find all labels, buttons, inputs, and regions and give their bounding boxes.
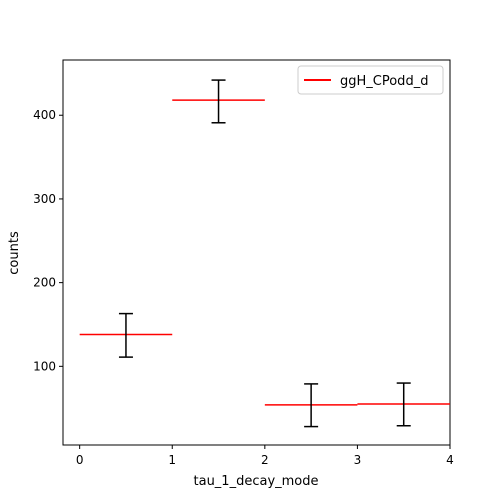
legend-entry-label: ggH_CPodd_d [340,74,428,89]
axes: 0 1 2 3 4 100 200 300 400 [33,108,454,467]
y-axis-label: counts [7,231,22,275]
x-tick-label-0: 0 [76,453,84,467]
legend-box [297,65,444,95]
legend: ggH_CPodd_d [297,65,444,95]
x-tick-label-3: 3 [354,453,362,467]
bin-3 [264,383,358,428]
y-tick-label-100: 100 [33,359,56,373]
x-tick-label-4: 4 [446,453,454,467]
y-tick-label-300: 300 [33,192,56,206]
bin-1 [79,312,173,358]
x-tick-label-1: 1 [168,453,176,467]
x-tick-label-2: 2 [261,453,269,467]
y-tick-label-400: 400 [33,108,56,122]
bin-2 [172,79,265,124]
bin-4 [357,382,450,427]
y-tick-label-200: 200 [33,276,56,290]
histogram-bins [79,79,450,428]
x-axis-label: tau_1_decay_mode [194,474,319,489]
plot-frame [62,59,451,446]
